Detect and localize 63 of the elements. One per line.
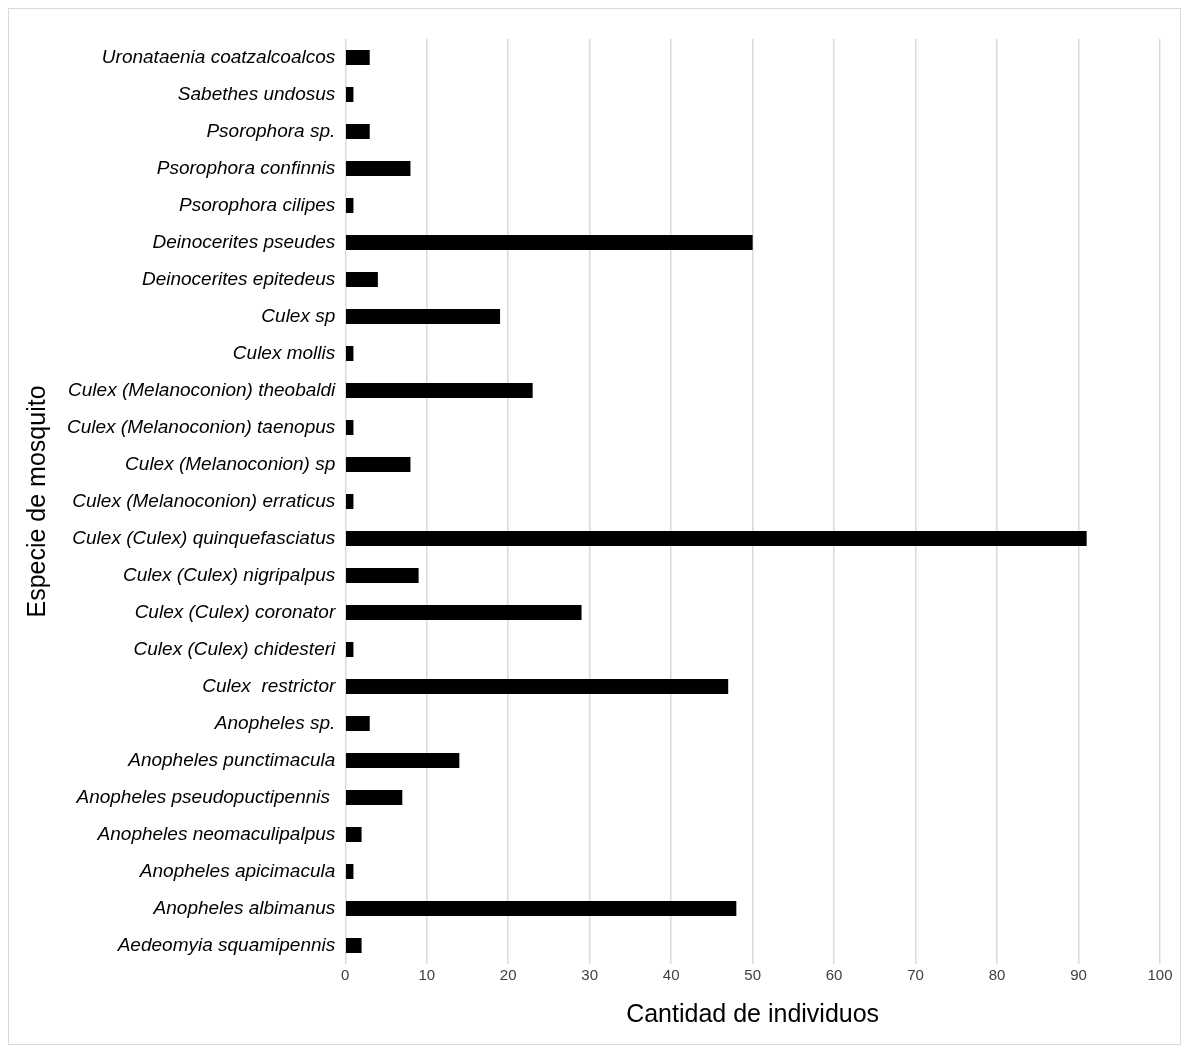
y-tick-label: Culex sp (261, 304, 336, 326)
x-tick-label: 50 (744, 966, 761, 984)
y-tick-label: Psorophora cilipes (178, 193, 336, 215)
bar (346, 87, 354, 102)
bar (346, 309, 501, 324)
y-tick-label: Culex (Melanoconion) taenopus (66, 415, 336, 437)
y-tick-label: Anopheles punctimacula (127, 748, 336, 770)
bar (346, 124, 370, 139)
x-tick-label: 100 (1147, 966, 1173, 984)
y-tick-label: Anopheles albimanus (152, 896, 336, 918)
bar (346, 457, 411, 472)
y-tick-label: Culex mollis (232, 341, 336, 363)
bar (346, 161, 411, 176)
bar (346, 420, 354, 435)
x-tick-label: 80 (988, 966, 1006, 984)
bar (346, 50, 370, 65)
bar (346, 531, 1087, 546)
bar (346, 790, 403, 805)
y-tick-label: Anopheles apicimacula (138, 859, 336, 881)
x-tick-label: 0 (341, 966, 350, 984)
x-axis-title: Cantidad de individuos (626, 998, 880, 1027)
y-tick-label: Deinocerites epitedeus (141, 267, 336, 289)
bar (346, 938, 362, 953)
bar (346, 716, 370, 731)
bar (346, 864, 354, 879)
y-tick-label: Anopheles neomaculipalpus (96, 822, 336, 844)
y-tick-label: Sabethes undosus (177, 82, 336, 104)
bar (346, 198, 354, 213)
bar (346, 235, 753, 250)
y-tick-label: Psorophora confinnis (156, 156, 336, 178)
y-tick-label: Aedeomyia squamipennis (116, 933, 336, 955)
bar (346, 679, 729, 694)
bar (346, 494, 354, 509)
x-tick-label: 60 (825, 966, 843, 984)
y-tick-label: Culex (Culex) coronator (134, 600, 336, 622)
bar (346, 272, 378, 287)
x-tick-label: 30 (581, 966, 599, 984)
y-tick-label: Culex (Culex) chidesteri (133, 637, 337, 659)
y-tick-label: Anopheles sp. (213, 711, 336, 733)
y-tick-label: Culex (Melanoconion) theobaldi (68, 378, 337, 400)
x-tick-label: 20 (499, 966, 517, 984)
y-tick-label: Uronataenia coatzalcoalcos (101, 45, 336, 67)
y-tick-label: Anopheles pseudopuctipennis (75, 785, 336, 807)
y-tick-label: Culex restrictor (202, 674, 336, 696)
bar (346, 827, 362, 842)
x-tick-label: 90 (1070, 966, 1087, 984)
bar (346, 605, 582, 620)
bar (346, 753, 460, 768)
bar (346, 568, 419, 583)
bar (346, 642, 354, 657)
x-tick-label: 40 (662, 966, 680, 984)
bar (346, 346, 354, 361)
y-tick-label: Culex (Culex) quinquefasciatus (72, 526, 336, 548)
y-axis-title: Especie de mosquito (21, 385, 50, 618)
bar (346, 901, 737, 916)
y-tick-label: Culex (Melanoconion) erraticus (72, 489, 336, 511)
bar (346, 383, 533, 398)
y-tick-label: Deinocerites pseudes (152, 230, 336, 252)
y-tick-label: Culex (Melanoconion) sp (125, 452, 336, 474)
x-tick-label: 70 (907, 966, 924, 984)
x-tick-label: 10 (418, 966, 436, 984)
y-tick-label: Culex (Culex) nigripalpus (123, 563, 336, 585)
y-tick-label: Psorophora sp. (206, 119, 336, 141)
